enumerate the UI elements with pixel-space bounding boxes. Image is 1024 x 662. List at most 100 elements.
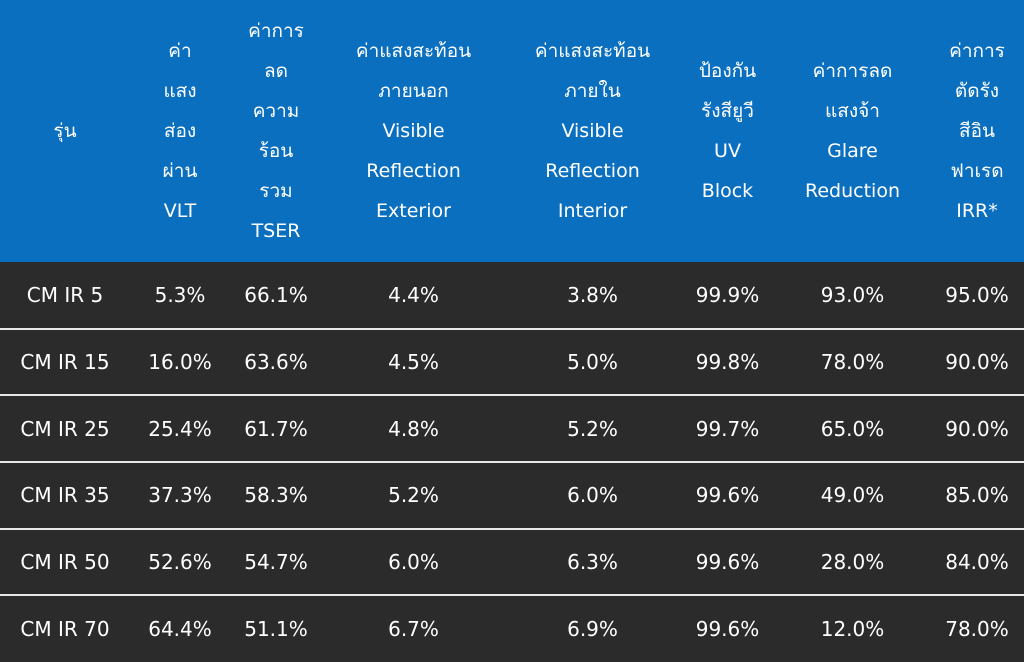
value-cell: 84.0% [945,549,1009,574]
value-cell: 25.4% [148,416,212,441]
header-text: ค่าการ [949,40,1005,62]
value-cell: 6.7% [388,617,439,642]
header-text: ส่อง [163,120,197,142]
header-text: Reflection [366,160,461,182]
value-cell: 28.0% [820,549,885,574]
value-cell: 37.3% [148,483,212,508]
table-row: CM IR 25 25.4% 61.7% 4.8% 5.2% 99.7% 65.0% 90.0… [0,395,1024,462]
header-text: Glare [827,140,878,162]
value-cell: 6.0% [567,483,618,508]
table-row: CM IR 70 64.4% 51.1% 6.7% 6.9% 99.6% 12.0% 78.0… [0,595,1024,662]
header-cell: ค่าการตัดรังสีอินฟาเรด IRR* [930,0,1024,262]
value-cell: 4.8% [388,416,439,441]
header-text: ลด [264,60,288,82]
header-text: ค่าการลด [812,60,893,82]
header-text: ป้องกัน [698,60,757,82]
header-row: รุ่น ค่า แสง ส่อง ผ่าน VLT ค่าการ ลด ความ ร้อน รวม… [0,0,1024,262]
model-cell: CM IR 70 [20,617,110,642]
header-text: Reflection [545,160,640,182]
header-text: ภายใน [564,80,621,102]
value-cell: 64.4% [148,617,212,642]
value-cell: 78.0% [945,617,1009,642]
value-cell: 49.0% [820,483,885,508]
header-text: VLT [163,200,197,222]
value-cell: 99.7% [695,416,760,441]
value-cell: 95.0% [945,282,1009,307]
header-text: ร้อน [258,140,294,162]
header-text: Visible [382,120,445,142]
value-cell: 90.0% [945,349,1009,374]
header-cell: ค่าแสงสะท้อนภายใน Visible Reflection Interi… [505,0,680,262]
header-text: ค่า [168,40,192,62]
value-cell: 51.1% [244,617,308,642]
header-text: รังสียูวี [701,100,754,122]
header-text: ความ [252,100,300,122]
header-text: ตัดรัง [954,80,1000,102]
value-cell: 61.7% [244,416,308,441]
header-text: Reduction [805,180,900,202]
header-text: Block [701,180,754,202]
value-cell: 12.0% [820,617,885,642]
value-cell: 65.0% [820,416,885,441]
value-cell: 66.1% [244,282,308,307]
header-text: Visible [561,120,624,142]
header-text: TSER [251,220,301,242]
header-text: แสง [163,80,197,102]
value-cell: 52.6% [148,549,212,574]
value-cell: 99.6% [695,483,760,508]
header-text: Exterior [376,200,451,222]
value-cell: 90.0% [945,416,1009,441]
header-text: ผ่าน [162,160,198,182]
value-cell: 99.6% [695,617,760,642]
header-cell: ค่าแสงสะท้อนภายนอก Visible Reflection Exter… [322,0,505,262]
header-text: ฟาเรด [950,160,1004,182]
model-cell: CM IR 50 [20,549,110,574]
header-text: Interior [557,200,628,222]
model-cell: CM IR 35 [20,483,110,508]
value-cell: 6.0% [388,549,439,574]
header-text: ค่าแสงสะท้อน [534,40,651,62]
table-row: CM IR 15 16.0% 63.6% 4.5% 5.0% 99.8% 78.0% 90.0… [0,328,1024,396]
value-cell: 5.3% [154,282,206,307]
value-cell: 6.9% [567,617,618,642]
header-cell: ค่าการลดแสงจ้า Glare Reduction [775,0,930,262]
header-text: รวม [259,180,293,202]
value-cell: 6.3% [567,549,618,574]
value-cell: 93.0% [820,282,885,307]
value-cell: 5.0% [567,349,618,374]
model-cell: CM IR 15 [20,349,110,374]
model-cell: CM IR 25 [20,416,110,441]
value-cell: 85.0% [945,483,1009,508]
header-text: UV [714,140,741,162]
header-text: แสงจ้า [825,100,880,122]
value-cell: 54.7% [244,549,308,574]
header-text: สีอิน [959,120,995,142]
value-cell: 3.8% [567,282,618,307]
value-cell: 16.0% [148,349,212,374]
table-row: CM IR 5 5.3% 66.1% 4.4% 3.8% 99.9% 93.0% 95.0% [0,262,1024,329]
table-row: CM IR 35 37.3% 58.3% 5.2% 6.0% 99.6% 49.0% 85.0… [0,461,1024,529]
value-cell: 78.0% [820,349,885,374]
value-cell: 4.5% [388,349,439,374]
table-header: รุ่น ค่า แสง ส่อง ผ่าน VLT ค่าการ ลด ความ ร้อน รวม… [0,0,1024,262]
header-text: IRR* [956,200,998,222]
model-cell: CM IR 5 [26,282,104,307]
value-cell: 5.2% [388,483,439,508]
header-cell: ค่าการลดความร้อนรวม TSER [230,0,322,262]
header-text: ภายนอก [378,80,449,102]
value-cell: 99.9% [695,282,760,307]
value-cell: 4.4% [388,282,439,307]
table-row: CM IR 50 52.6% 54.7% 6.0% 6.3% 99.6% 28.0% 84.0… [0,528,1024,596]
header-text: รุ่น [53,120,77,142]
header-cell: ป้องกันรังสียูวี UV Block [680,0,775,262]
value-cell: 99.8% [695,349,760,374]
value-cell: 58.3% [244,483,308,508]
header-cell: ค่าแสงส่องผ่าน VLT [130,0,230,262]
header-cell: รุ่น [0,0,130,262]
header-text: ค่าแสงสะท้อน [355,40,472,62]
value-cell: 63.6% [244,349,308,374]
value-cell: 99.6% [695,549,760,574]
header-text: ค่าการ [248,20,304,42]
table-body: CM IR 5 5.3% 66.1% 4.4% 3.8% 99.9% 93.0% 95.0% C… [0,262,1024,662]
